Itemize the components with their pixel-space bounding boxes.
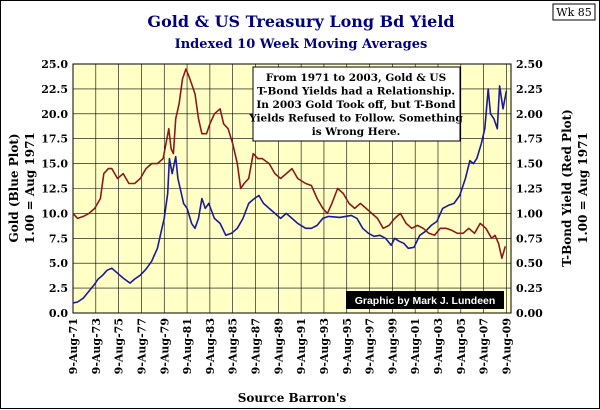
y-right-tick-label: 2.25 xyxy=(516,83,543,96)
x-tick-label: 9-Aug-07 xyxy=(478,318,491,374)
y-right-tick-label: 0.75 xyxy=(516,232,543,245)
y-left-tick-label: 25.0 xyxy=(41,58,68,71)
y-left-tick-label: 10.0 xyxy=(41,207,68,220)
y-right-tick-label: 2.50 xyxy=(516,58,543,71)
annotation-line: From 1971 to 2003, Gold & US xyxy=(266,72,446,84)
x-tick-label: 9-Aug-01 xyxy=(409,318,422,374)
chart-subtitle: Indexed 10 Week Moving Averages xyxy=(175,37,428,52)
x-tick-label: 9-Aug-81 xyxy=(181,318,194,374)
y-right-label-2: 1.00 = Aug 1971 xyxy=(576,132,590,244)
gold-series-line xyxy=(72,85,508,304)
y-left-tick-label: 22.5 xyxy=(41,83,68,96)
x-tick-label: 9-Aug-89 xyxy=(272,318,285,374)
x-tick-label: 9-Aug-87 xyxy=(250,318,263,374)
x-axis-ticks: 9-Aug-71 9-Aug-73 9-Aug-75 9-Aug-77 9-Aug-79… xyxy=(67,318,513,374)
annotation-text: From 1971 to 2003, Gold & US T-Bond Yield… xyxy=(248,72,463,138)
x-tick-label: 9-Aug-05 xyxy=(455,318,468,374)
badge-box xyxy=(552,3,596,21)
y-left-tick-label: 15.0 xyxy=(41,158,68,171)
x-tick-label: 9-Aug-95 xyxy=(341,318,354,374)
annotation-line: Yields Refused to Follow. Something xyxy=(248,113,463,125)
x-tick-label: 9-Aug-93 xyxy=(318,318,331,374)
badge-label: Wk 85 xyxy=(556,6,591,19)
x-tick-label: 9-Aug-77 xyxy=(135,318,148,374)
y-left-tick-label: 0.0 xyxy=(49,307,68,320)
credit-label: Graphic by Mark J. Lundeen xyxy=(355,295,496,307)
annotation-box xyxy=(252,66,461,142)
right-axis-ticks: 0.00 0.25 0.50 0.75 1.00 1.25 1.50 1.75 2.00 2.25… xyxy=(516,58,543,320)
y-right-tick-label: 1.75 xyxy=(516,133,543,146)
y-left-tick-label: 2.5 xyxy=(49,282,68,295)
annotation-line: In 2003 Gold Took off, but T-Bond xyxy=(256,99,456,111)
x-tick-label: 9-Aug-79 xyxy=(158,318,171,374)
y-left-label-1: Gold (Blue Plot) xyxy=(7,133,21,242)
x-axis-label: Source Barron's xyxy=(238,391,347,405)
y-right-tick-label: 0.00 xyxy=(516,307,543,320)
chart-title: Gold & US Treasury Long Bd Yield xyxy=(147,12,454,31)
y-right-tick-label: 1.00 xyxy=(516,207,543,220)
y-left-tick-label: 7.5 xyxy=(49,232,68,245)
x-tick-label: 9-Aug-97 xyxy=(364,318,377,374)
series-layer xyxy=(72,68,508,304)
y-left-label-2: 1.00 = Aug 1971 xyxy=(23,132,37,244)
x-tick-label: 9-Aug-99 xyxy=(386,318,399,374)
x-tick-label: 9-Aug-91 xyxy=(295,318,308,374)
y-right-tick-label: 2.00 xyxy=(516,108,543,121)
annotation-line: T-Bond Yields had a Relationship. xyxy=(257,86,455,98)
y-right-label-1: T-Bond Yield (Red Plot) xyxy=(560,109,574,267)
x-tick-label: 9-Aug-03 xyxy=(432,318,445,374)
y-right-tick-label: 1.25 xyxy=(516,183,543,196)
annotation-line: is Wrong Here. xyxy=(312,126,401,138)
left-axis-ticks: 0.0 2.5 5.0 7.5 10.0 12.5 15.0 17.5 20.0 22.5 25.0 xyxy=(41,58,68,320)
x-tick-label: 9-Aug-71 xyxy=(67,318,80,374)
y-right-tick-label: 1.50 xyxy=(516,158,543,171)
y-left-tick-label: 5.0 xyxy=(49,257,68,270)
x-tick-label: 9-Aug-09 xyxy=(500,318,513,374)
tbond-series-line xyxy=(72,68,507,259)
y-left-tick-label: 12.5 xyxy=(41,183,68,196)
credit-box xyxy=(346,291,504,309)
x-tick-label: 9-Aug-73 xyxy=(90,318,103,374)
x-tick-label: 9-Aug-75 xyxy=(113,318,126,374)
y-left-tick-label: 17.5 xyxy=(41,133,68,146)
x-tick-label: 9-Aug-85 xyxy=(227,318,240,374)
y-right-tick-label: 0.25 xyxy=(516,282,543,295)
x-tick-label: 9-Aug-83 xyxy=(204,318,217,374)
y-right-tick-label: 0.50 xyxy=(516,257,543,270)
y-left-tick-label: 20.0 xyxy=(41,108,68,121)
